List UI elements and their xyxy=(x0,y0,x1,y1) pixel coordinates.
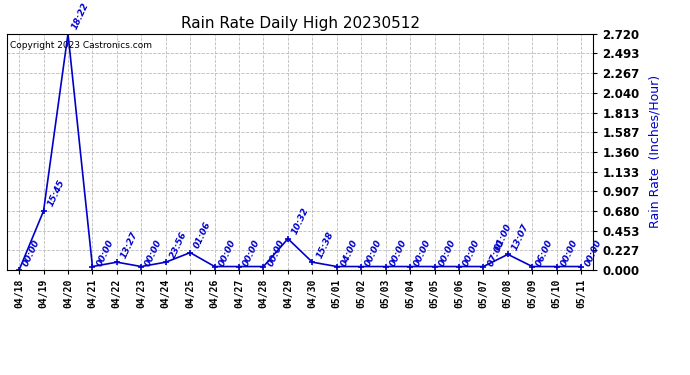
Text: 15:45: 15:45 xyxy=(46,178,66,209)
Text: 00:00: 00:00 xyxy=(437,238,457,267)
Text: 13:27: 13:27 xyxy=(119,230,139,260)
Text: 00:00: 00:00 xyxy=(364,238,384,267)
Title: Rain Rate Daily High 20230512: Rain Rate Daily High 20230512 xyxy=(181,16,420,31)
Y-axis label: Rain Rate  (Inches/Hour): Rain Rate (Inches/Hour) xyxy=(648,75,661,228)
Text: Copyright 2023 Castronics.com: Copyright 2023 Castronics.com xyxy=(10,41,152,50)
Text: 00:00: 00:00 xyxy=(462,238,482,267)
Text: 15:38: 15:38 xyxy=(315,230,335,260)
Text: 23:56: 23:56 xyxy=(168,230,188,260)
Text: 01:06: 01:06 xyxy=(193,220,213,250)
Text: 00:00: 00:00 xyxy=(388,238,408,267)
Text: 00:00: 00:00 xyxy=(95,238,115,267)
Text: 00:00: 00:00 xyxy=(241,238,262,267)
Text: 00:00: 00:00 xyxy=(413,238,433,267)
Text: 07:00: 07:00 xyxy=(486,238,506,267)
Text: 00:00: 00:00 xyxy=(559,238,580,267)
Text: 00:00: 00:00 xyxy=(217,238,237,267)
Text: 06:00: 06:00 xyxy=(535,238,555,267)
Text: 04:00: 04:00 xyxy=(339,238,359,267)
Text: 00:00: 00:00 xyxy=(144,238,164,267)
Text: 13:07: 13:07 xyxy=(511,222,531,252)
Text: 00:00: 00:00 xyxy=(266,238,286,267)
Text: 00:00: 00:00 xyxy=(21,238,42,267)
Text: 18:22: 18:22 xyxy=(70,2,90,31)
Text: 10:32: 10:32 xyxy=(290,206,310,236)
Text: 01:00: 01:00 xyxy=(493,222,513,252)
Text: 00:00: 00:00 xyxy=(584,238,604,267)
